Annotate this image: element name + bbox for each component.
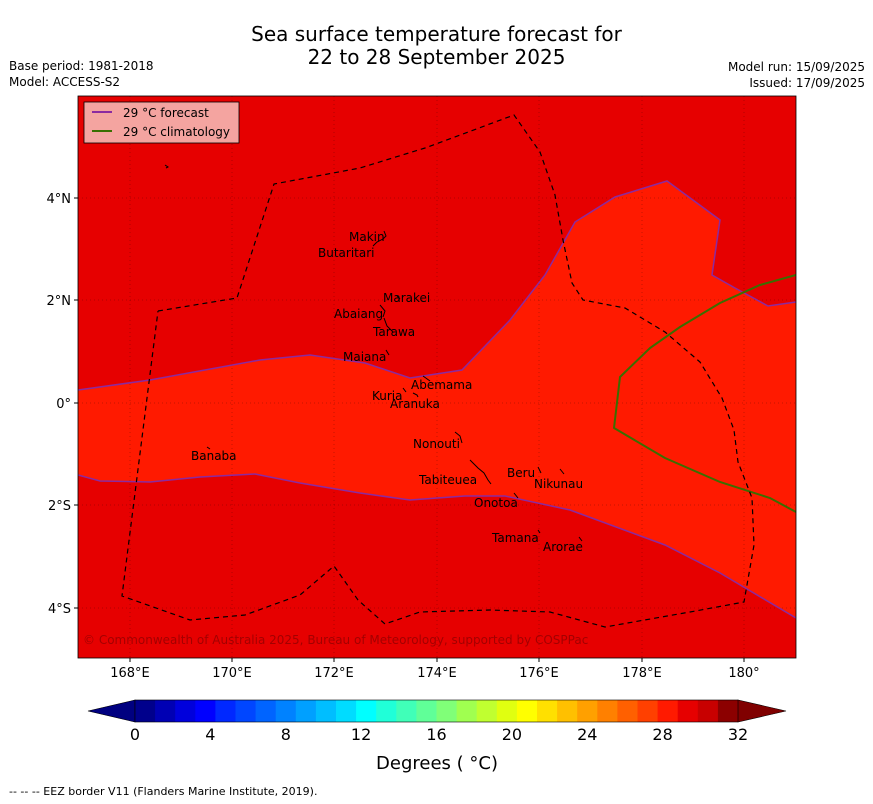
island-label-kuria: Kuria [372, 389, 403, 403]
colorbar-segment [456, 700, 478, 722]
colorbar-tick-label: 16 [426, 725, 446, 744]
lon-label-180: 180° [728, 666, 759, 681]
legend-climatology-label: 29 °C climatology [123, 125, 230, 139]
island-label-nonouti: Nonouti [413, 437, 460, 451]
map-frame [77, 95, 797, 659]
colorbar-tick-label: 4 [205, 725, 215, 744]
colorbar-segment [215, 700, 236, 722]
colorbar-segment [376, 700, 397, 722]
colorbar-tick-label: 12 [351, 725, 371, 744]
lat-label-4n: 4°N [47, 192, 72, 207]
island-label-arorae: Arorae [543, 540, 583, 554]
island-label-abemama: Abemama [411, 378, 472, 392]
map-axis-ticks [74, 197, 745, 662]
issued-text: Issued: 17/09/2025 [749, 76, 865, 90]
colorbar-segment [275, 700, 297, 722]
colorbar-tick-label: 24 [577, 725, 597, 744]
longitude-labels: 168°E 170°E 172°E 174°E 176°E 178°E 180° [110, 666, 759, 681]
colorbar-segment [717, 700, 739, 722]
colorbar [87, 699, 787, 723]
lon-label-170e: 170°E [212, 666, 252, 681]
colorbar-segment [396, 700, 417, 722]
island-label-butaritari: Butaritari [318, 246, 375, 260]
gridlines [78, 96, 796, 658]
island-label-nikunau: Nikunau [534, 477, 583, 491]
map-legend: 29 °C forecast 29 °C climatology [83, 101, 240, 144]
colorbar-tick-label: 28 [652, 725, 672, 744]
island-label-tarawa: Tarawa [372, 325, 415, 339]
island-markers [164, 164, 583, 542]
map-title-line1: Sea surface temperature forecast for [251, 22, 622, 46]
lat-label-4s: 4°S [48, 602, 71, 617]
colorbar-over-arrow [737, 699, 787, 723]
colorbar-under-arrow [87, 699, 136, 723]
island-label-tabiteuea: Tabiteuea [418, 473, 477, 487]
colorbar-tick-label: 20 [502, 725, 522, 744]
island-label-onotoa: Onotoa [474, 496, 518, 510]
latitude-labels: 4°N 2°N 0° 2°S 4°S [47, 192, 72, 617]
legend-forecast-label: 29 °C forecast [123, 106, 209, 120]
island-label-marakei: Marakei [383, 291, 430, 305]
colorbar-segment [537, 700, 558, 722]
base-period-text: Base period: 1981-2018 [9, 59, 154, 73]
lat-label-2n: 2°N [47, 294, 72, 309]
lon-label-172e: 172°E [314, 666, 354, 681]
climatology-29c-contour [612, 274, 796, 513]
colorbar-segment [155, 700, 176, 722]
model-text: Model: ACCESS-S2 [9, 75, 121, 89]
island-label-abaiang: Abaiang [334, 307, 383, 321]
sst-28-29-band [78, 181, 796, 618]
colorbar-segment [436, 700, 457, 722]
colorbar-segment [557, 700, 578, 722]
eez-border-footnote: -- -- -- EEZ border V11 (Flanders Marine… [9, 785, 318, 798]
colorbar-segment [356, 700, 377, 722]
island-label-banaba: Banaba [191, 449, 237, 463]
colorbar-segment [637, 700, 658, 722]
colorbar-segment [195, 700, 216, 722]
lon-label-178e: 178°E [622, 666, 662, 681]
colorbar-segment [315, 700, 337, 722]
forecast-29c-contour-south [78, 473, 796, 619]
colorbar-segment [697, 700, 719, 722]
copyright-notice: © Commonwealth of Australia 2025, Bureau… [83, 633, 588, 647]
forecast-29c-contour-north [78, 180, 796, 391]
colorbar-segment [496, 700, 518, 722]
colorbar-tick-labels: 0 4 8 12 16 20 24 28 32 [130, 725, 748, 744]
island-label-makin: Makin [349, 230, 385, 244]
colorbar-tick-label: 32 [728, 725, 748, 744]
colorbar-segment [677, 700, 699, 722]
colorbar-segment [416, 700, 437, 722]
colorbar-segment [577, 700, 598, 722]
colorbar-segment [235, 700, 256, 722]
colorbar-segment [617, 700, 638, 722]
colorbar-segment [336, 700, 357, 722]
colorbar-segment [597, 700, 618, 722]
lon-label-176e: 176°E [519, 666, 559, 681]
island-label-beru: Beru [507, 466, 535, 480]
island-label-maiana: Maiana [343, 350, 386, 364]
colorbar-segment [135, 700, 156, 722]
colorbar-tick-label: 8 [281, 725, 291, 744]
island-labels: Makin Butaritari Marakei Abaiang Tarawa … [191, 230, 583, 554]
colorbar-segment [476, 700, 498, 722]
colorbar-frame [134, 699, 739, 723]
lat-label-2s: 2°S [48, 499, 71, 514]
colorbar-tick-label: 0 [130, 725, 140, 744]
colorbar-segment [657, 700, 679, 722]
model-run-text: Model run: 15/09/2025 [727, 60, 865, 74]
colorbar-label: Degrees ( °C) [376, 753, 498, 774]
colorbar-segment [516, 700, 538, 722]
island-label-aranuka: Aranuka [390, 397, 440, 411]
island-label-tamana: Tamana [491, 531, 539, 545]
colorbar-segment [255, 700, 277, 722]
lon-label-168e: 168°E [110, 666, 150, 681]
lat-label-0: 0° [56, 397, 71, 412]
eez-border [121, 114, 755, 628]
colorbar-segment [295, 700, 317, 722]
map-title-line2: 22 to 28 September 2025 [307, 45, 566, 69]
lon-label-174e: 174°E [417, 666, 457, 681]
colorbar-segment [175, 700, 196, 722]
